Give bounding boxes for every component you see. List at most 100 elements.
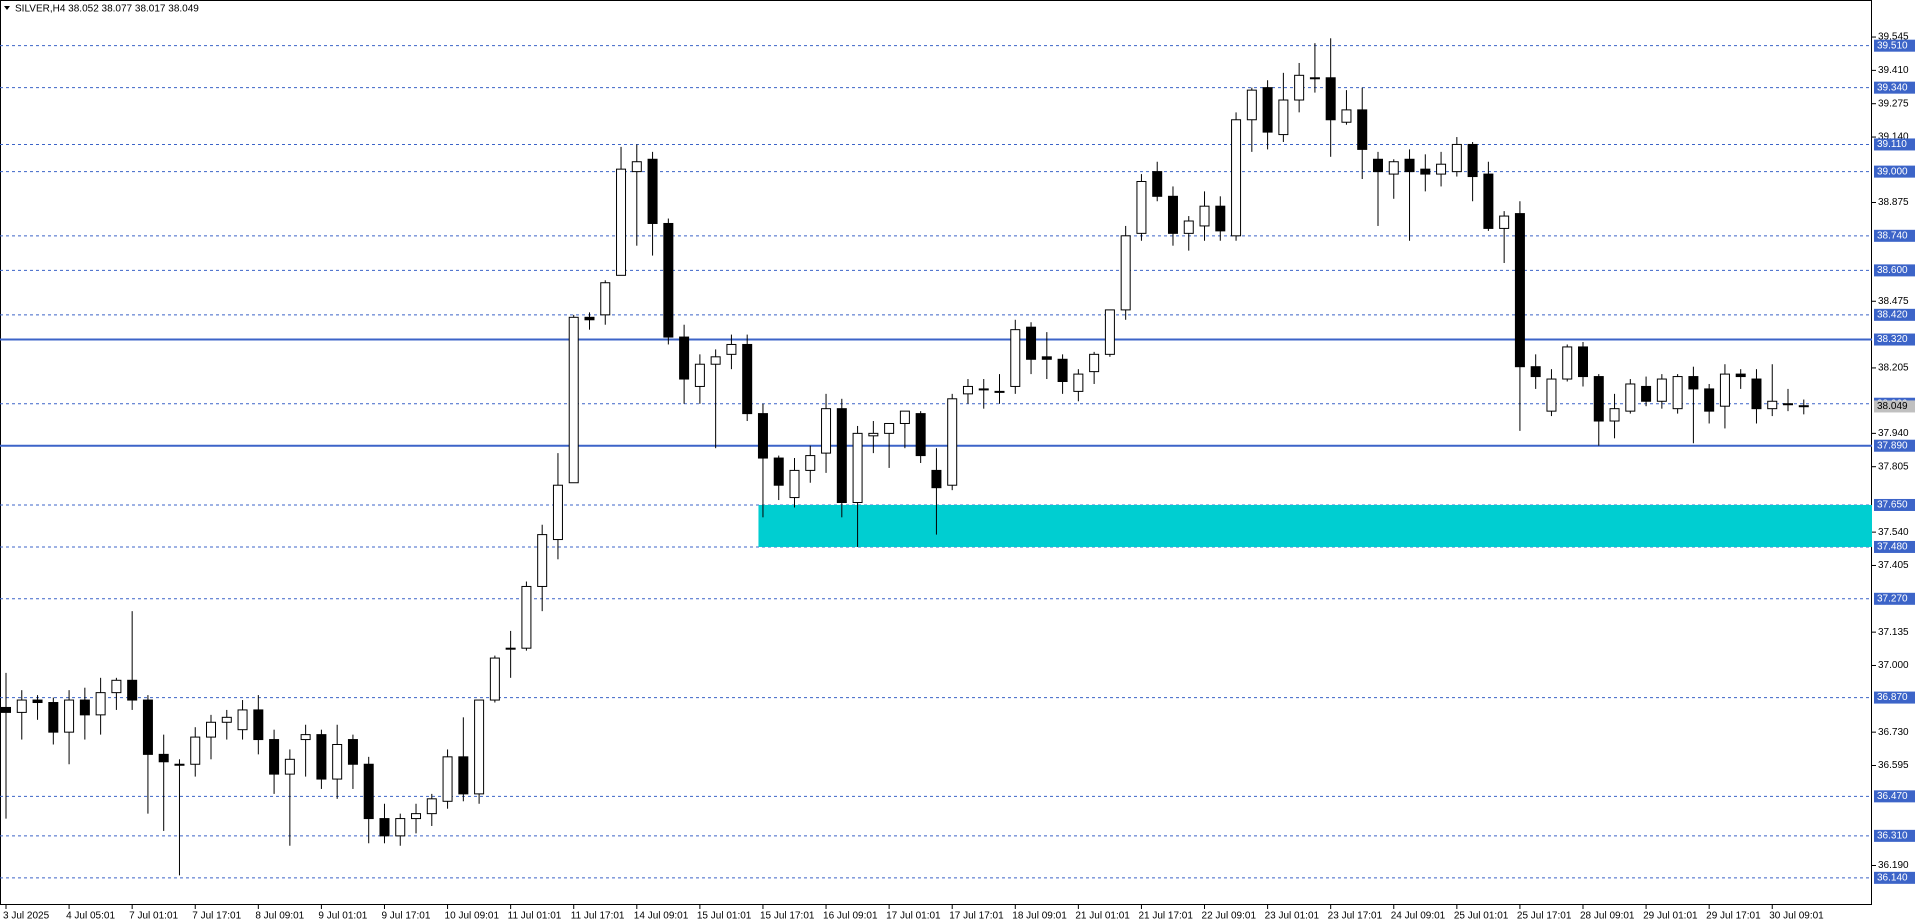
x-tick-label: 7 Jul 01:01 xyxy=(129,911,178,922)
candle-body xyxy=(1341,109,1352,123)
candle-body xyxy=(1,706,11,713)
candle-body xyxy=(773,457,784,486)
candle-body xyxy=(584,316,595,321)
candle-body xyxy=(1641,385,1652,402)
x-tick-label: 8 Jul 09:01 xyxy=(255,911,304,922)
candle-body xyxy=(1530,366,1541,378)
y-tick-label: 38.875 xyxy=(1878,197,1909,208)
candle-body xyxy=(1499,215,1510,229)
candle-body xyxy=(1388,161,1399,175)
level-label-box xyxy=(1874,691,1915,704)
x-tick-label: 11 Jul 01:01 xyxy=(508,911,562,922)
level-label-box xyxy=(1874,592,1915,605)
candle-body xyxy=(1183,220,1194,234)
candle-body xyxy=(789,469,800,499)
candle-body xyxy=(726,343,737,355)
y-tick-label: 38.205 xyxy=(1878,363,1909,374)
candle-body xyxy=(899,410,910,424)
candle-body xyxy=(1578,346,1588,378)
level-label: 38.420 xyxy=(1877,309,1908,320)
level-label: 36.870 xyxy=(1877,692,1908,703)
candle-body xyxy=(395,818,406,837)
candle-body xyxy=(1656,378,1667,402)
candle-body xyxy=(1199,205,1210,227)
level-label-box xyxy=(1874,439,1915,452)
candle-body xyxy=(947,398,958,486)
candle-body xyxy=(1357,109,1368,150)
level-label-box xyxy=(1874,229,1915,242)
candle-body xyxy=(158,753,169,763)
x-tick-label: 28 Jul 09:01 xyxy=(1580,911,1635,922)
candle-body xyxy=(568,316,579,484)
candle-body xyxy=(300,734,311,741)
candle-body xyxy=(1514,213,1525,368)
candle-body xyxy=(1436,163,1447,175)
y-tick-label: 37.805 xyxy=(1878,461,1909,472)
candle-body xyxy=(1120,235,1131,311)
candle-body xyxy=(127,679,138,701)
candle-body xyxy=(1136,180,1147,234)
candle-body xyxy=(1026,326,1037,360)
candle-body xyxy=(1325,77,1336,121)
candle-body xyxy=(1278,99,1289,136)
candle-body xyxy=(1735,373,1746,378)
level-label: 39.000 xyxy=(1877,166,1908,177)
level-label: 37.650 xyxy=(1877,500,1908,511)
x-tick-label: 24 Jul 09:01 xyxy=(1391,911,1446,922)
level-label: 39.510 xyxy=(1877,40,1908,51)
candle-body xyxy=(742,343,753,415)
level-label: 36.140 xyxy=(1877,872,1908,883)
x-tick-label: 21 Jul 01:01 xyxy=(1075,911,1130,922)
level-label-box xyxy=(1874,138,1915,151)
x-tick-label: 30 Jul 09:01 xyxy=(1769,911,1824,922)
candle-body xyxy=(521,585,532,649)
bid-label: 38.049 xyxy=(1877,401,1908,412)
bid-label-box xyxy=(1874,400,1915,413)
candle-body xyxy=(1672,376,1683,410)
candle-body xyxy=(757,413,768,459)
candle-body xyxy=(142,699,153,755)
x-tick-label: 4 Jul 05:01 xyxy=(66,911,115,922)
candle-body xyxy=(915,413,926,457)
y-tick-label: 38.475 xyxy=(1878,296,1909,307)
candle-body xyxy=(1767,400,1778,410)
chart-title: SILVER,H4 38.052 38.077 38.017 38.049 xyxy=(15,4,199,15)
level-label-box xyxy=(1874,39,1915,52)
candle-body xyxy=(1704,388,1715,412)
candle-body xyxy=(16,699,27,713)
candle-body xyxy=(600,282,611,316)
x-tick-label: 10 Jul 09:01 xyxy=(445,911,500,922)
candle-body xyxy=(1089,353,1100,373)
x-tick-label: 22 Jul 09:01 xyxy=(1202,911,1257,922)
candle-body xyxy=(663,222,674,338)
candle-body xyxy=(347,739,358,765)
candle-body xyxy=(1309,77,1320,80)
candle-body xyxy=(505,647,516,650)
candle-body xyxy=(1294,74,1305,101)
candle-body xyxy=(616,168,627,276)
candle-body xyxy=(694,363,705,387)
candle-body xyxy=(95,692,106,716)
y-tick-label: 37.540 xyxy=(1878,527,1909,538)
candle-body xyxy=(679,336,690,380)
candle-body xyxy=(32,699,43,704)
candle-body xyxy=(1483,173,1494,229)
x-tick-label: 11 Jul 17:01 xyxy=(571,911,625,922)
candle-body xyxy=(1688,376,1699,390)
candle-body xyxy=(1152,171,1163,197)
candle-body xyxy=(1073,373,1084,392)
candle-body xyxy=(190,736,201,765)
candle-body xyxy=(1751,378,1762,410)
candle-body xyxy=(884,422,895,434)
candle-body xyxy=(253,709,264,741)
candle-body xyxy=(852,432,863,504)
y-tick-label: 36.730 xyxy=(1878,727,1909,738)
level-label-box xyxy=(1874,308,1915,321)
y-tick-label: 39.410 xyxy=(1878,65,1909,76)
x-tick-label: 16 Jul 09:01 xyxy=(823,911,878,922)
level-label-box xyxy=(1874,829,1915,842)
candle-body xyxy=(1609,408,1620,422)
zone xyxy=(758,504,1873,547)
level-label-box xyxy=(1874,264,1915,277)
level-label: 37.480 xyxy=(1877,542,1908,553)
